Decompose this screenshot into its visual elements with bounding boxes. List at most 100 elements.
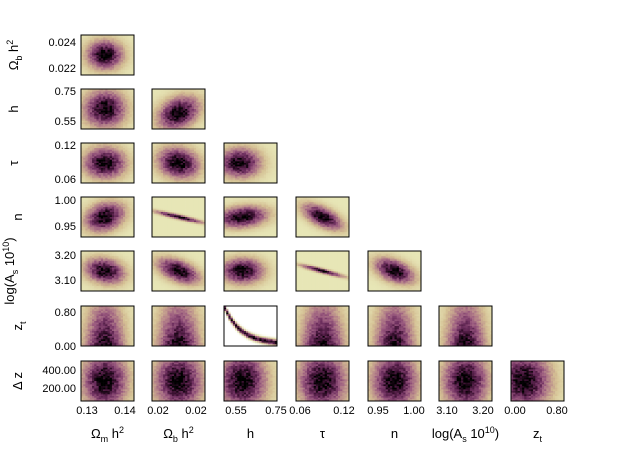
density-cell (125, 161, 128, 164)
density-cell (185, 102, 188, 105)
density-cell (105, 92, 108, 95)
density-cell (129, 120, 133, 123)
density-cell (85, 163, 88, 165)
density-cell (127, 119, 130, 121)
density-cell (109, 40, 113, 42)
density-cell (83, 178, 86, 180)
density-cell (114, 146, 117, 149)
density-cell (122, 63, 126, 66)
density-cell (81, 156, 84, 159)
density-cell (154, 171, 157, 174)
density-cell (92, 120, 95, 123)
density-cell (125, 117, 128, 120)
density-cell (114, 89, 117, 91)
density-cell (105, 63, 108, 66)
density-cell (156, 127, 159, 130)
density-cell (131, 149, 135, 152)
density-cell (116, 110, 119, 113)
density-cell (114, 120, 117, 123)
density-cell (85, 41, 88, 44)
density-cell (87, 61, 91, 64)
density-cell (116, 50, 119, 52)
density-cell (191, 115, 195, 118)
density-cell (87, 95, 91, 98)
density-cell (167, 119, 170, 121)
density-cell (98, 148, 102, 150)
density-cell (96, 125, 99, 128)
density-cell (187, 120, 190, 123)
density-cell (111, 65, 115, 67)
density-cell (87, 70, 91, 72)
density-cell (152, 174, 155, 177)
density-cell (169, 94, 173, 96)
density-cell (114, 65, 117, 67)
density-cell (185, 92, 188, 95)
panel-frame (80, 88, 135, 130)
density-cell (109, 171, 113, 174)
density-cell (185, 124, 188, 126)
density-cell (116, 41, 119, 44)
density-cell (83, 48, 86, 51)
density-cell (114, 115, 117, 118)
density-cell (109, 163, 113, 165)
density-cell (114, 112, 117, 115)
density-cell (118, 48, 122, 51)
density-cell (94, 143, 97, 145)
density-cell (118, 66, 122, 69)
density-cell (131, 171, 135, 174)
density-cell (92, 55, 95, 57)
density-cell (100, 164, 104, 167)
density-cell (116, 66, 119, 69)
density-cell (109, 166, 113, 169)
density-cell (105, 109, 108, 111)
density-cell (100, 151, 104, 154)
density-cell (96, 48, 99, 51)
density-cell (107, 97, 111, 100)
density-cell (94, 40, 97, 42)
density-cell (156, 169, 159, 172)
density-cell (167, 120, 170, 123)
density-cell (109, 71, 113, 74)
density-cell (85, 114, 88, 116)
density-cell (105, 99, 108, 101)
density-cell (103, 58, 106, 61)
density-cell (83, 70, 86, 72)
density-cell (107, 153, 111, 155)
density-cell (83, 89, 86, 91)
density-cell (156, 149, 159, 152)
density-cell (85, 66, 88, 69)
density-cell (96, 166, 99, 169)
density-cell (118, 148, 122, 150)
density-cell (129, 179, 133, 182)
density-cell (89, 151, 93, 154)
density-cell (89, 164, 93, 167)
density-cell (189, 110, 193, 113)
density-cell (109, 109, 113, 111)
density-cell (111, 119, 115, 121)
density-cell (165, 97, 168, 100)
density-cell (85, 164, 88, 167)
density-cell (111, 154, 115, 157)
density-cell (127, 92, 130, 95)
density-cell (131, 94, 135, 96)
density-cell (131, 115, 135, 118)
density-cell (202, 92, 206, 95)
density-cell (96, 50, 99, 52)
density-cell (125, 35, 128, 37)
density-cell (202, 127, 206, 130)
density-cell (94, 50, 97, 52)
density-cell (180, 92, 184, 95)
density-cell (83, 56, 86, 59)
density-cell (92, 156, 95, 159)
density-cell (118, 124, 122, 126)
density-cell (200, 90, 204, 93)
density-cell (103, 144, 106, 147)
density-cell (103, 43, 106, 46)
density-cell (160, 148, 164, 150)
density-cell (167, 100, 170, 103)
density-cell (125, 73, 128, 76)
density-cell (122, 173, 126, 175)
density-cell (127, 55, 130, 57)
density-cell (92, 56, 95, 59)
density-cell (85, 92, 88, 95)
